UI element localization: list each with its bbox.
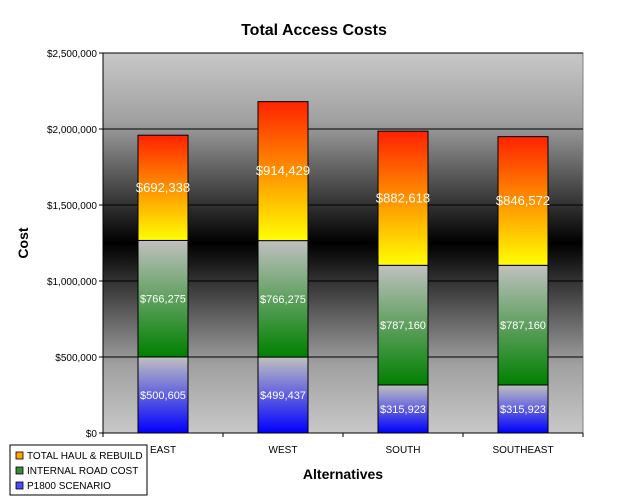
data-label: $766,275 xyxy=(260,294,306,306)
bar-segment xyxy=(137,134,189,241)
data-label: $787,160 xyxy=(380,320,426,332)
x-axis-ticks: EAST WEST SOUTH SOUTHEAST xyxy=(102,432,584,456)
bar-segment xyxy=(257,101,309,242)
y-tick-label: $0 xyxy=(86,429,98,440)
data-label: $499,437 xyxy=(260,390,306,402)
y-tick-label: $2,500,000 xyxy=(47,49,97,60)
data-label: $882,618 xyxy=(376,190,430,205)
data-label: $914,429 xyxy=(256,163,310,178)
bar-segment xyxy=(497,136,549,266)
y-tick-label: $1,000,000 xyxy=(47,277,97,288)
y-tick-label: $2,000,000 xyxy=(47,125,97,136)
legend-swatch-p1800 xyxy=(15,481,24,490)
bar-segment xyxy=(377,130,429,266)
legend-label-p1800: P1800 SCENARIO xyxy=(27,481,111,492)
x-axis-title: Alternatives xyxy=(303,466,383,482)
data-label: $315,923 xyxy=(500,404,546,416)
data-label: $315,923 xyxy=(380,404,426,416)
data-label: $787,160 xyxy=(500,320,546,332)
legend-label-road: INTERNAL ROAD COST xyxy=(27,466,138,477)
y-tick-label: $1,500,000 xyxy=(47,201,97,212)
x-tick-label: WEST xyxy=(269,445,298,456)
y-tick-label: $500,000 xyxy=(55,353,97,364)
x-tick-label: SOUTHEAST xyxy=(492,445,553,456)
legend-label-haul: TOTAL HAUL & REBUILD xyxy=(27,451,143,462)
legend-swatch-road xyxy=(15,466,24,475)
bars xyxy=(137,101,549,434)
bar-segment xyxy=(497,264,549,386)
bar-segment xyxy=(377,264,429,386)
legend-swatch-haul xyxy=(15,451,24,460)
x-tick-label: EAST xyxy=(150,445,176,456)
legend: TOTAL HAUL & REBUILD INTERNAL ROAD COST … xyxy=(9,444,148,496)
data-labels: $500,605 $766,275 $692,338 $499,437 $766,275… xyxy=(136,163,550,416)
data-label: $846,572 xyxy=(496,193,550,208)
legend-box xyxy=(9,444,148,496)
chart-title: Total Access Costs xyxy=(241,22,387,39)
data-label: $692,338 xyxy=(136,180,190,195)
data-label: $500,605 xyxy=(140,390,186,402)
x-tick-label: SOUTH xyxy=(386,445,421,456)
y-axis-ticks: $0 $500,000 $1,000,000 $1,500,000 $2,000,000… xyxy=(47,49,104,440)
data-label: $766,275 xyxy=(140,294,186,306)
y-axis-title: Cost xyxy=(15,227,31,258)
bar-segment xyxy=(377,384,429,434)
